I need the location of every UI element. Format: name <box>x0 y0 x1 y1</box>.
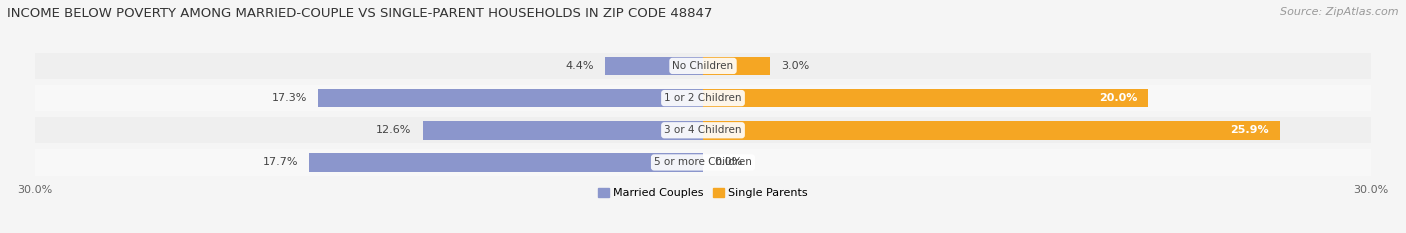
Text: 3 or 4 Children: 3 or 4 Children <box>664 125 742 135</box>
Text: 17.7%: 17.7% <box>263 158 298 168</box>
Text: 4.4%: 4.4% <box>565 61 593 71</box>
Text: 20.0%: 20.0% <box>1098 93 1137 103</box>
Text: 17.3%: 17.3% <box>271 93 307 103</box>
Text: 0.0%: 0.0% <box>714 158 742 168</box>
Bar <box>605 57 703 75</box>
Bar <box>35 117 1371 144</box>
Bar <box>35 53 1371 79</box>
Text: 25.9%: 25.9% <box>1230 125 1268 135</box>
Text: 1 or 2 Children: 1 or 2 Children <box>664 93 742 103</box>
Text: 12.6%: 12.6% <box>375 125 412 135</box>
Bar <box>422 121 703 140</box>
Bar <box>35 149 1371 176</box>
Bar <box>309 153 703 172</box>
Bar <box>35 85 1371 111</box>
Text: No Children: No Children <box>672 61 734 71</box>
Text: INCOME BELOW POVERTY AMONG MARRIED-COUPLE VS SINGLE-PARENT HOUSEHOLDS IN ZIP COD: INCOME BELOW POVERTY AMONG MARRIED-COUPL… <box>7 7 713 20</box>
Bar <box>703 121 1279 140</box>
Text: Source: ZipAtlas.com: Source: ZipAtlas.com <box>1281 7 1399 17</box>
Bar <box>703 57 769 75</box>
Bar <box>318 89 703 107</box>
Bar <box>703 89 1149 107</box>
Legend: Married Couples, Single Parents: Married Couples, Single Parents <box>596 186 810 201</box>
Text: 5 or more Children: 5 or more Children <box>654 158 752 168</box>
Text: 3.0%: 3.0% <box>780 61 810 71</box>
